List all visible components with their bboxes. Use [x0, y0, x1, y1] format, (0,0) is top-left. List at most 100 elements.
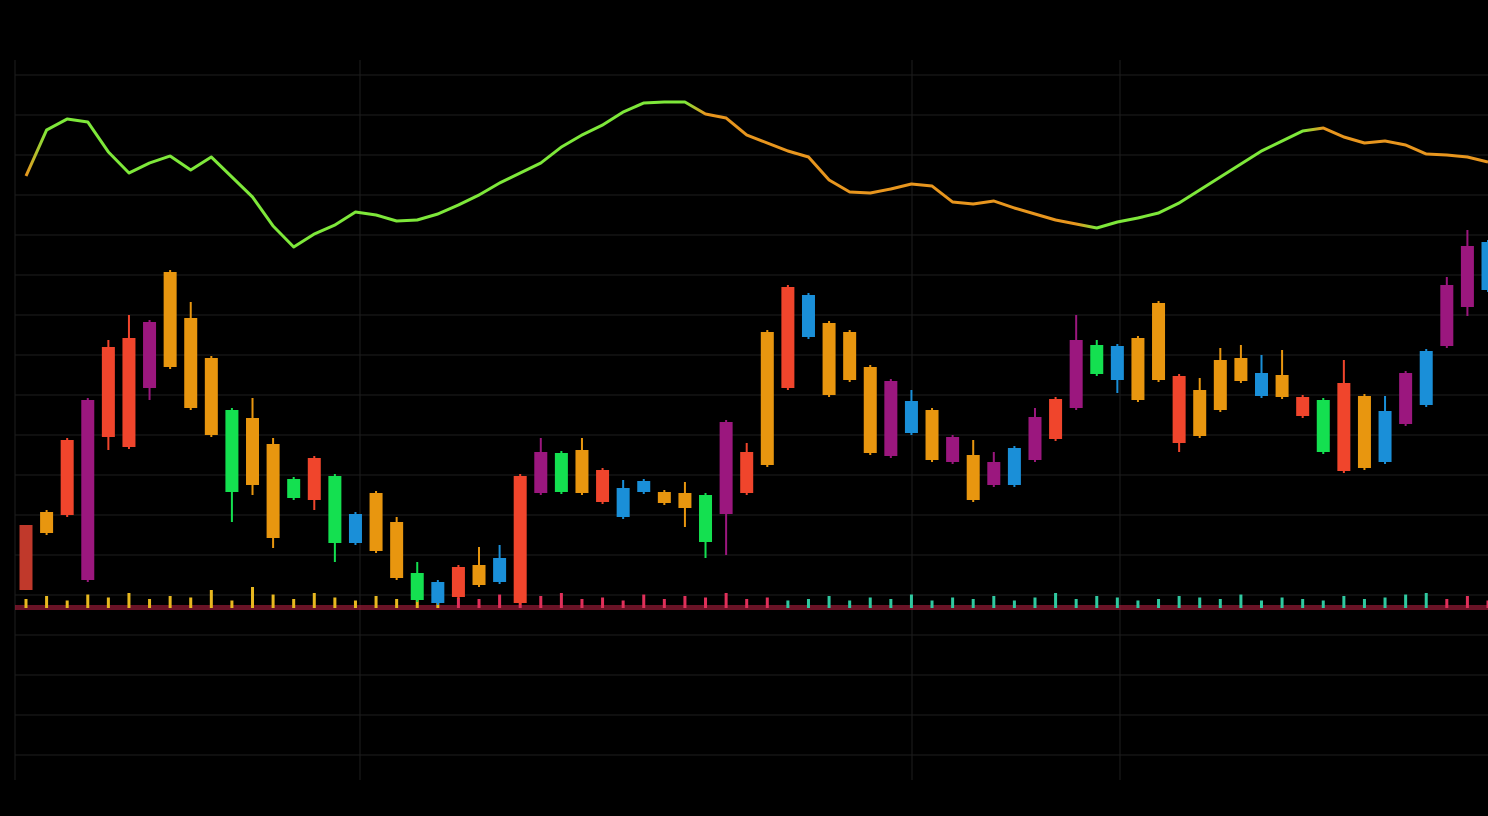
volume-bar: [1465, 596, 1469, 608]
candle-body: [1007, 448, 1021, 485]
volume-bar: [765, 597, 769, 608]
volume-bar: [662, 599, 666, 608]
candle-body: [596, 470, 610, 502]
candle-body: [493, 558, 507, 582]
candle-body: [266, 444, 280, 538]
volume-bar: [24, 599, 28, 608]
candle-body: [637, 481, 651, 492]
volume-bar: [971, 599, 975, 608]
volume-bar: [271, 594, 275, 608]
volume-baseline: [15, 605, 1488, 610]
volume-bar: [868, 597, 872, 608]
volume-bar: [1177, 596, 1181, 608]
candle-body: [472, 565, 486, 585]
volume-bar: [848, 600, 852, 608]
candle-body: [884, 381, 898, 456]
candle-body: [390, 522, 404, 578]
candle-body: [740, 452, 754, 493]
candle-body: [143, 322, 157, 388]
candle-body: [1275, 375, 1289, 397]
volume-bar: [189, 597, 193, 608]
candle-body: [307, 458, 321, 500]
volume-bar: [1033, 597, 1037, 608]
candle-body: [822, 323, 836, 395]
candle-body: [1440, 285, 1454, 346]
volume-bar: [621, 600, 625, 608]
candle-body: [925, 410, 939, 460]
volume-bar: [827, 596, 831, 608]
candle-body: [987, 462, 1001, 485]
volume-bar: [889, 599, 893, 608]
candle-body: [81, 400, 95, 580]
candle-body: [19, 525, 33, 590]
candle-body: [801, 295, 815, 337]
candle-body: [946, 437, 960, 462]
candle-body: [657, 492, 671, 503]
volume-bar: [1259, 600, 1263, 608]
candle-body: [184, 318, 198, 408]
candle-body: [431, 582, 445, 603]
volume-bar: [1280, 597, 1284, 608]
line: [24, 100, 1488, 249]
volume-bar: [724, 593, 728, 608]
volume-bar: [65, 600, 69, 608]
candle-body: [1090, 345, 1104, 374]
candle-body: [1234, 358, 1248, 381]
volume-bar: [395, 599, 399, 608]
candle-body: [1069, 340, 1083, 408]
candle-body: [843, 332, 857, 380]
candle-body: [1296, 397, 1310, 416]
volume-bar: [456, 597, 460, 608]
candle-body: [1357, 396, 1371, 468]
candle-body: [60, 440, 74, 515]
candle-body: [1172, 376, 1186, 443]
candle-body: [781, 287, 795, 388]
volume-bar: [292, 599, 296, 608]
volume-bar: [477, 599, 481, 608]
candle-body: [225, 410, 239, 492]
candle-body: [1028, 417, 1042, 460]
candle-body: [1193, 390, 1207, 436]
volume-bar: [1383, 597, 1387, 608]
candle-body: [966, 455, 980, 500]
volume-bar: [1342, 596, 1346, 608]
overlay-line: [24, 100, 1488, 249]
volume-bar: [209, 590, 213, 608]
volume-bar: [353, 600, 357, 608]
volume-bar: [992, 596, 996, 608]
volume-bar: [1157, 599, 1161, 608]
candle-body: [348, 514, 362, 543]
candle-body: [1460, 246, 1474, 307]
candle-body: [410, 573, 424, 600]
volume-bar: [1445, 599, 1449, 608]
candle-body: [101, 347, 115, 437]
volume-bar: [806, 599, 810, 608]
candle-body: [575, 450, 589, 493]
candle-body: [863, 367, 877, 453]
volume-bar: [930, 600, 934, 608]
candle-body: [554, 453, 568, 492]
volume-bar: [251, 587, 255, 608]
volume-bar: [1239, 594, 1243, 608]
candle-body: [1337, 383, 1351, 471]
volume-bar: [127, 593, 131, 608]
volume-bar: [1198, 597, 1202, 608]
volume-bar: [951, 597, 955, 608]
candle-body: [204, 358, 218, 435]
volume-bar: [559, 593, 563, 608]
candle-body: [760, 332, 774, 465]
volume-bar: [1218, 599, 1222, 608]
volume-bar: [1136, 600, 1140, 608]
volume-bar: [601, 597, 605, 608]
candles: [19, 230, 1488, 605]
volume-bar: [106, 597, 110, 608]
candle-body: [1316, 400, 1330, 452]
grid: [15, 74, 1488, 756]
volume-bar: [1321, 600, 1325, 608]
candle-body: [1152, 303, 1166, 380]
volume-bar: [1424, 593, 1428, 608]
volume-bar: [745, 599, 749, 608]
